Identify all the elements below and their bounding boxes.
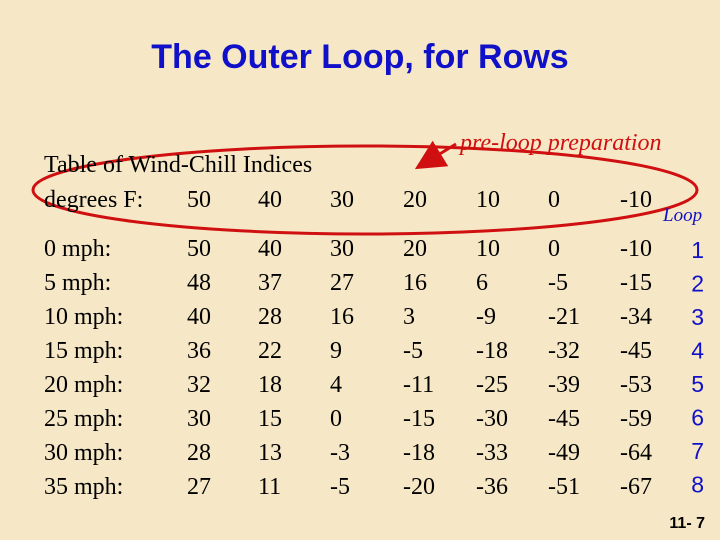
iteration-number: 2 <box>691 271 704 297</box>
table-cell: -18 <box>476 338 508 364</box>
table-cell: 18 <box>258 372 282 398</box>
table-cell: 37 <box>258 270 282 296</box>
table-cell: 28 <box>258 304 282 330</box>
table-cell: 6 <box>476 270 488 296</box>
header-cell: 30 <box>330 187 354 213</box>
table-cell: 3 <box>403 304 415 330</box>
table-cell: 13 <box>258 440 282 466</box>
table-cell: 4 <box>330 372 342 398</box>
table-cell: -64 <box>620 440 652 466</box>
header-cell: 40 <box>258 187 282 213</box>
table-cell: 22 <box>258 338 282 364</box>
table-cell: -5 <box>330 474 350 500</box>
table-cell: 10 <box>476 236 500 262</box>
table-cell: 20 <box>403 236 427 262</box>
iteration-number: 1 <box>691 237 704 263</box>
table-cell: -30 <box>476 406 508 432</box>
table-cell: -18 <box>403 440 435 466</box>
iteration-number: 3 <box>691 304 704 330</box>
table-cell: -67 <box>620 474 652 500</box>
table-cell: -33 <box>476 440 508 466</box>
table-cell: 16 <box>330 304 354 330</box>
table-cell: -3 <box>330 440 350 466</box>
table-caption: Table of Wind-Chill Indices <box>44 152 312 178</box>
header-cell: -10 <box>620 187 652 213</box>
row-label: 10 mph: <box>44 304 123 330</box>
table-cell: -32 <box>548 338 580 364</box>
header-cell: 10 <box>476 187 500 213</box>
table-cell: 27 <box>187 474 211 500</box>
table-cell: -39 <box>548 372 580 398</box>
table-cell: 50 <box>187 236 211 262</box>
table-cell: -45 <box>548 406 580 432</box>
row-label: 15 mph: <box>44 338 123 364</box>
iteration-number: 5 <box>691 371 704 397</box>
highlight-ellipse <box>31 144 699 236</box>
table-cell: 36 <box>187 338 211 364</box>
table-cell: 0 <box>330 406 342 432</box>
table-cell: 16 <box>403 270 427 296</box>
table-cell: -5 <box>403 338 423 364</box>
header-cell: 20 <box>403 187 427 213</box>
table-cell: 40 <box>187 304 211 330</box>
table-cell: -45 <box>620 338 652 364</box>
table-cell: 30 <box>330 236 354 262</box>
header-label: degrees F: <box>44 187 143 213</box>
table-cell: -49 <box>548 440 580 466</box>
row-label: 20 mph: <box>44 372 123 398</box>
table-cell: 0 <box>548 236 560 262</box>
table-cell: 48 <box>187 270 211 296</box>
row-label: 5 mph: <box>44 270 111 296</box>
table-cell: -15 <box>403 406 435 432</box>
table-cell: -34 <box>620 304 652 330</box>
table-cell: -20 <box>403 474 435 500</box>
table-cell: 15 <box>258 406 282 432</box>
iteration-number: 8 <box>691 472 704 498</box>
row-label: 25 mph: <box>44 406 123 432</box>
header-cell: 50 <box>187 187 211 213</box>
loop-label: Loop <box>662 205 702 226</box>
table-cell: -15 <box>620 270 652 296</box>
iteration-number: 4 <box>691 338 704 364</box>
table-cell: -5 <box>548 270 568 296</box>
row-label: 30 mph: <box>44 440 123 466</box>
slide-number: 11- 7 <box>669 515 705 532</box>
iteration-number: 7 <box>691 438 704 464</box>
table-cell: -11 <box>403 372 434 398</box>
table-cell: 9 <box>330 338 342 364</box>
table-cell: -10 <box>620 236 652 262</box>
row-label: 0 mph: <box>44 236 111 262</box>
iteration-number: 6 <box>691 405 704 431</box>
table-cell: -21 <box>548 304 580 330</box>
table-cell: 30 <box>187 406 211 432</box>
table-cell: -36 <box>476 474 508 500</box>
table-cell: -9 <box>476 304 496 330</box>
table-cell: -53 <box>620 372 652 398</box>
header-cell: 0 <box>548 187 560 213</box>
arrow <box>414 140 457 170</box>
table-cell: -59 <box>620 406 652 432</box>
row-label: 35 mph: <box>44 474 123 500</box>
table-cell: 28 <box>187 440 211 466</box>
table-cell: -25 <box>476 372 508 398</box>
table-cell: -51 <box>548 474 580 500</box>
table-cell: 32 <box>187 372 211 398</box>
preloop-note: pre-loop preparation <box>458 130 662 156</box>
table-cell: 11 <box>258 474 281 500</box>
table-cell: 40 <box>258 236 282 262</box>
slide-title: The Outer Loop, for Rows <box>151 38 568 76</box>
table-cell: 27 <box>330 270 354 296</box>
